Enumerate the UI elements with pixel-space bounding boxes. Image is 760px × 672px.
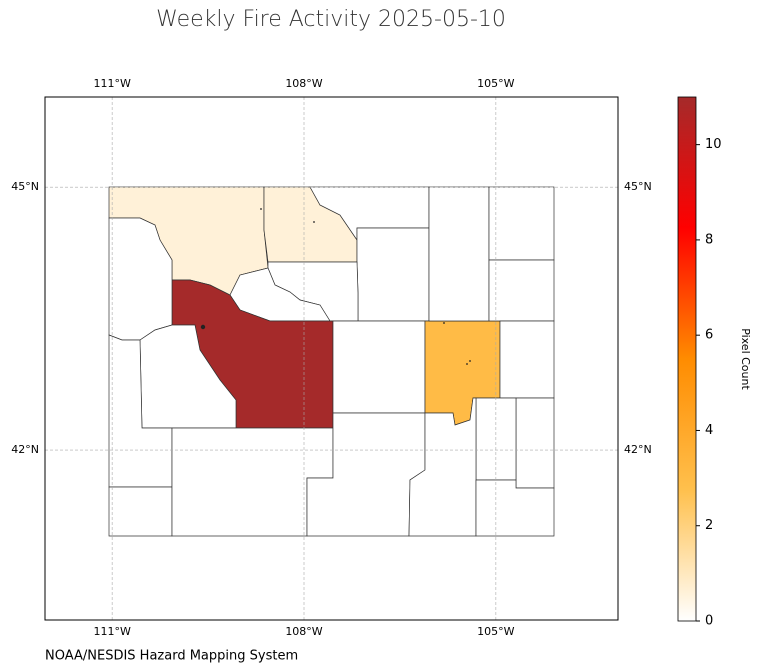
county bbox=[428, 186, 490, 322]
county bbox=[515, 397, 555, 489]
county bbox=[499, 320, 555, 399]
colorbar bbox=[677, 96, 697, 622]
fire-point bbox=[443, 322, 445, 324]
footer: NOAA/NESDIS Hazard Mapping System bbox=[45, 649, 298, 664]
x-tick-label: 111°W bbox=[93, 625, 130, 638]
grid bbox=[45, 97, 618, 620]
county bbox=[356, 227, 430, 322]
map bbox=[108, 186, 555, 537]
colorbar-tick-label: 4 bbox=[705, 423, 713, 438]
x-tick-label: 108°W bbox=[285, 77, 322, 90]
x-tick-label: 111°W bbox=[93, 77, 130, 90]
colorbar-tick-label: 10 bbox=[705, 137, 722, 152]
fire-point bbox=[469, 360, 471, 362]
county bbox=[332, 320, 426, 414]
colorbar-tick-label: 2 bbox=[705, 518, 713, 533]
y-tick-label: 42°N bbox=[11, 443, 39, 456]
fire-point bbox=[313, 221, 315, 223]
y-tick-label: 45°N bbox=[11, 180, 39, 193]
chart-title: Weekly Fire Activity 2025-05-10 bbox=[156, 7, 506, 32]
county bbox=[488, 186, 555, 261]
colorbar-tick-label: 6 bbox=[705, 328, 713, 343]
colorbar-label: Pixel Count bbox=[739, 328, 752, 390]
fire-points bbox=[200, 208, 471, 365]
fire-point bbox=[200, 324, 206, 330]
fire-point bbox=[466, 363, 468, 365]
map-frame bbox=[44, 96, 619, 621]
county bbox=[488, 259, 555, 322]
y-tick-label: 42°N bbox=[624, 443, 652, 456]
x-tick-label: 105°W bbox=[477, 625, 514, 638]
x-tick-label: 108°W bbox=[285, 625, 322, 638]
x-tick-label: 105°W bbox=[477, 77, 514, 90]
colorbar-tick-label: 8 bbox=[705, 232, 713, 247]
county bbox=[108, 486, 173, 537]
county bbox=[408, 397, 477, 537]
fire-point bbox=[260, 208, 262, 210]
colorbar-tick-label: 0 bbox=[705, 614, 713, 629]
y-tick-label: 45°N bbox=[624, 180, 652, 193]
county bbox=[475, 479, 555, 537]
